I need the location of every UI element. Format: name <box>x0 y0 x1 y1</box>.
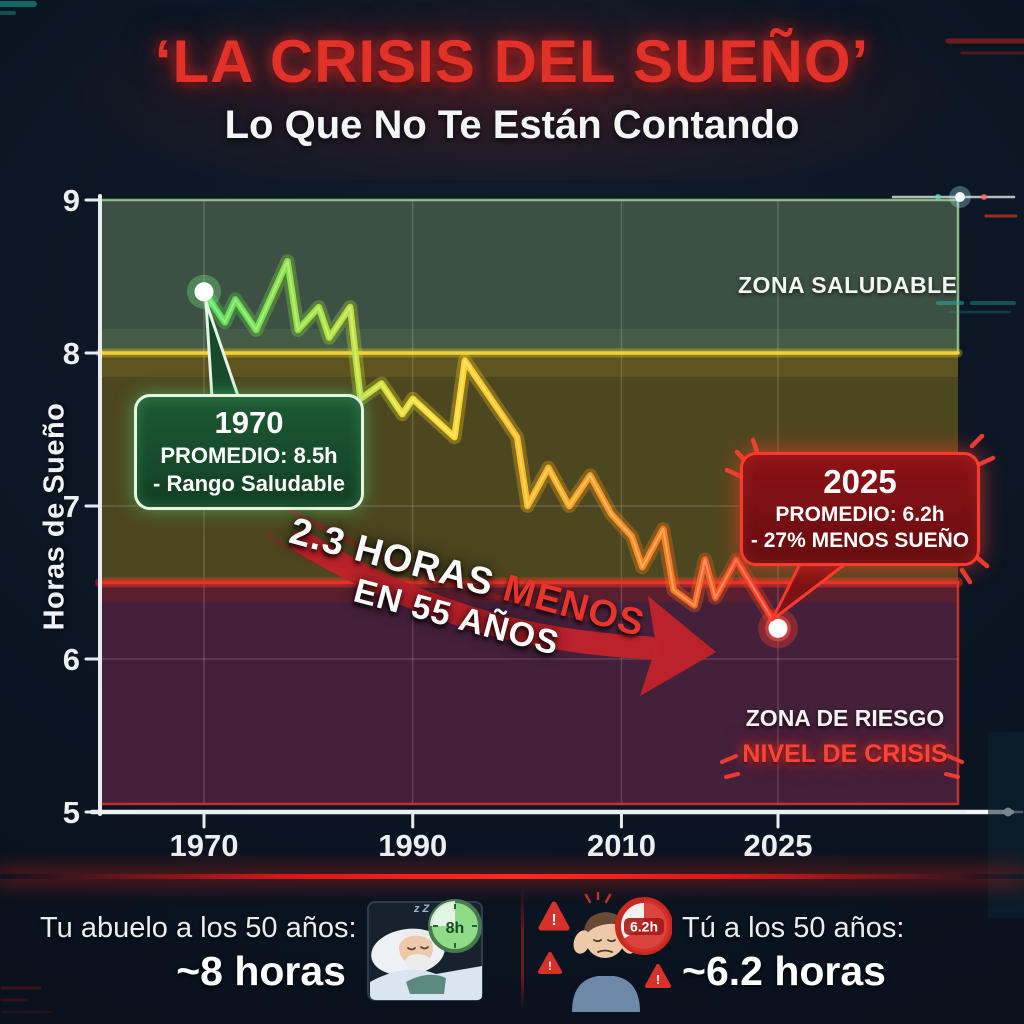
callout-1970-average: PROMEDIO: 8.5h <box>160 443 338 468</box>
clock-6-2h-icon: 6.2h <box>615 897 672 955</box>
frown-mouth <box>597 949 613 953</box>
hand-left <box>573 930 591 954</box>
svg-text:!: ! <box>548 959 552 973</box>
clock-6-2h-label: 6.2h <box>630 919 658 935</box>
callout-2025-year: 2025 <box>823 463 897 500</box>
sleeping-grandpa-illustration: z Z 8h <box>367 899 483 1001</box>
footer-vertical-divider <box>521 888 524 1012</box>
footer-divider <box>0 874 1024 879</box>
brown-hair <box>583 912 627 938</box>
svg-text:6: 6 <box>63 642 80 677</box>
callout-2025: 2025 PROMEDIO: 6.2h - 27% MENOS SUEÑO <box>740 452 980 566</box>
svg-text:8: 8 <box>63 336 80 371</box>
warning-triangle-icon: ! <box>538 952 562 974</box>
stressed-person-illustration: ! ! ! 6.2h <box>538 892 672 1012</box>
svg-text:!: ! <box>551 912 556 929</box>
svg-text:5: 5 <box>63 795 80 830</box>
y-axis-label: Horas de Sueño <box>38 402 71 631</box>
callout-1970: 1970 PROMEDIO: 8.5h - Rango Saludable <box>134 394 364 510</box>
tired-eye-right <box>607 939 616 943</box>
you-comparison: Tú a los 50 años: ~6.2 horas <box>682 912 1002 995</box>
white-beard <box>405 954 431 970</box>
poster-title: ‘LA CRISIS DEL SUEÑO’ <box>154 28 870 95</box>
risk-zone-label: ZONA DE RIESGO <box>745 705 945 731</box>
svg-text:1990: 1990 <box>378 828 447 863</box>
closed-eye-left <box>407 947 416 951</box>
tired-eye-left <box>593 939 602 943</box>
warning-triangle-icon: ! <box>538 901 570 931</box>
svg-text:2025: 2025 <box>744 828 813 863</box>
callout-2025-note: - 27% MENOS SUEÑO <box>750 529 970 552</box>
title-red-glow <box>0 0 1024 180</box>
grandfather-comparison: Tu abuelo a los 50 años: ~8 horas <box>40 912 357 995</box>
crisis-level-label: NIVEL DE CRISIS <box>742 740 948 768</box>
clock-8h-icon: 8h <box>428 899 482 953</box>
svg-text:2010: 2010 <box>587 828 656 863</box>
svg-text:9: 9 <box>63 183 80 218</box>
you-hours: ~6.2 horas <box>682 948 886 994</box>
svg-text:!: ! <box>656 972 660 987</box>
stress-marks <box>584 892 612 904</box>
stressed-face <box>585 918 625 958</box>
grandfather-hours: ~8 horas <box>176 948 346 994</box>
svg-text:7: 7 <box>63 489 80 524</box>
warning-triangle-icon: ! <box>645 964 671 988</box>
poster-subtitle: Lo Que No Te Están Contando <box>224 103 800 147</box>
sleep-zs: z Z <box>413 903 431 915</box>
white-hair <box>399 928 432 946</box>
callout-1970-note: - Rango Saludable <box>153 471 345 496</box>
closed-eye-right <box>420 946 429 950</box>
grandfather-label: Tu abuelo a los 50 años: <box>40 912 357 944</box>
shirt <box>572 976 640 1012</box>
callout-1970-year: 1970 <box>214 405 284 440</box>
svg-text:1970: 1970 <box>170 828 239 863</box>
clock-8h-label: 8h <box>446 920 465 937</box>
callout-2025-average: PROMEDIO: 6.2h <box>775 503 945 526</box>
you-label: Tú a los 50 años: <box>682 912 905 944</box>
pajama-shirt <box>406 974 446 994</box>
healthy-zone-label: ZONA SALUDABLE <box>738 272 958 298</box>
